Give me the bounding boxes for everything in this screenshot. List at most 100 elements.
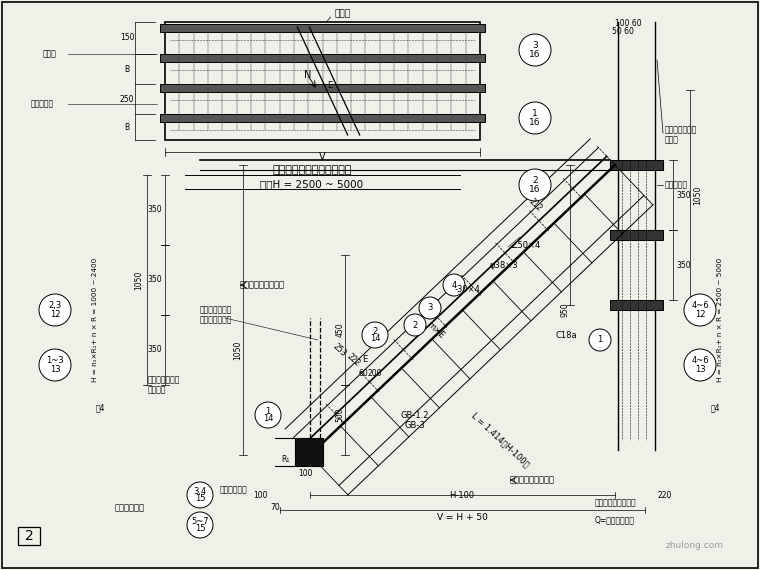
Circle shape [443,274,465,296]
Circle shape [39,294,71,326]
Text: 5~7: 5~7 [192,516,209,526]
Text: L = 1.414（H-100）: L = 1.414（H-100） [469,411,530,469]
Text: 350: 350 [147,206,162,214]
Text: E: E [327,80,332,89]
Text: 13: 13 [49,365,60,374]
Text: R₁: R₁ [280,455,290,465]
Bar [160,114,485,122]
Text: 16: 16 [529,50,541,59]
Text: H-100: H-100 [449,491,474,499]
Text: 500: 500 [335,408,344,422]
Text: 350: 350 [147,275,162,284]
Text: 200: 200 [368,368,382,377]
Text: 1: 1 [532,109,538,117]
Text: 3,4: 3,4 [193,487,207,495]
Text: 950: 950 [560,303,569,317]
Text: 水平扶手连接点: 水平扶手连接点 [200,316,233,324]
Circle shape [404,314,426,336]
Bar [165,22,480,140]
Text: Q=工字钢梁架构: Q=工字钢梁架构 [595,515,635,524]
Text: 250: 250 [120,95,135,104]
Text: 12: 12 [49,310,60,319]
Text: 仅用于工字钢梁节点: 仅用于工字钢梁节点 [595,499,637,507]
Text: 平台钢栏杆: 平台钢栏杆 [665,181,688,189]
Bar [610,300,663,310]
Text: -30×4: -30×4 [455,286,481,295]
Text: 4~6: 4~6 [691,301,709,310]
Text: GB-1.2: GB-1.2 [401,410,429,420]
Circle shape [684,349,716,381]
Circle shape [519,102,551,134]
Text: 双跑台的钢栏杆: 双跑台的钢栏杆 [200,306,233,315]
Text: 220: 220 [658,491,672,499]
Text: 60: 60 [358,368,368,377]
Text: 水平扶手: 水平扶手 [148,385,166,394]
Text: 12: 12 [695,310,705,319]
Text: 仅用于单跑台的: 仅用于单跑台的 [148,376,180,385]
Text: 15: 15 [195,494,205,503]
Text: 平台标高及单体设计: 平台标高及单体设计 [240,280,285,290]
Text: V = H + 50: V = H + 50 [436,514,487,523]
Bar [610,160,663,170]
Text: 平台钢格栅: 平台钢格栅 [30,100,53,108]
Bar [160,84,485,92]
Text: 13: 13 [695,365,705,374]
Circle shape [419,297,441,319]
Text: 钢栏杆水平扶手: 钢栏杆水平扶手 [665,125,698,135]
Text: 工字钢梁节点: 工字钢梁节点 [115,503,145,512]
Text: 楼面标高及单体设计: 楼面标高及单体设计 [510,475,555,484]
Text: 4~6: 4~6 [691,356,709,365]
Text: 1050: 1050 [233,340,242,360]
Text: H = n₁×R₁+ n × R = 2500 ~ 5000: H = n₁×R₁+ n × R = 2500 ~ 5000 [717,258,723,382]
Text: 2: 2 [413,320,418,329]
Text: 350: 350 [676,260,691,270]
Text: 100: 100 [253,491,268,499]
Text: 仅用于单跑梯: 仅用于单跑梯 [220,486,248,495]
Text: H = n₁×R₁+ n × R = 1000 ~ 2400: H = n₁×R₁+ n × R = 1000 ~ 2400 [92,258,98,382]
Bar [295,438,323,466]
Text: 14: 14 [263,414,274,424]
Circle shape [362,322,388,348]
Text: 3: 3 [427,303,432,312]
Circle shape [39,349,71,381]
Text: 注4: 注4 [711,404,720,413]
Text: 14: 14 [370,335,380,343]
Text: N: N [304,70,311,80]
Text: 双距鉢斜梯平面布置示意图: 双距鉢斜梯平面布置示意图 [272,165,352,175]
Text: 253: 253 [331,342,348,358]
Text: 连接点: 连接点 [665,136,679,145]
Text: 1050: 1050 [134,270,143,290]
Text: 接梯孔: 接梯孔 [334,10,350,18]
Text: 3: 3 [532,40,538,50]
Text: 350: 350 [147,345,162,355]
Text: 注4: 注4 [95,404,105,413]
Text: 2: 2 [24,529,33,543]
Bar [18,527,40,545]
Circle shape [684,294,716,326]
Text: ∠50×4: ∠50×4 [510,241,540,250]
Circle shape [255,402,281,428]
Text: GB-3: GB-3 [404,421,426,430]
Circle shape [519,34,551,66]
Text: 16: 16 [529,185,541,194]
Text: 222: 222 [345,352,361,368]
Text: 50 60: 50 60 [612,27,634,36]
Text: 1~3: 1~3 [46,356,64,365]
Text: 连接点: 连接点 [43,50,57,59]
Text: 450: 450 [335,323,344,337]
Text: 15: 15 [195,524,205,534]
Circle shape [187,482,213,508]
Text: 4: 4 [451,280,457,290]
Text: 2,3: 2,3 [49,301,62,310]
Text: 100 60: 100 60 [615,19,641,29]
Text: 1: 1 [597,336,603,344]
Circle shape [589,329,611,351]
Text: 2: 2 [532,176,538,185]
Text: 100: 100 [298,469,312,478]
Text: 用于H = 2500 ~ 5000: 用于H = 2500 ~ 5000 [261,179,363,189]
Circle shape [187,512,213,538]
Bar [160,54,485,62]
Bar [160,24,485,32]
Text: 2: 2 [372,327,378,336]
Text: 1050: 1050 [693,185,702,205]
